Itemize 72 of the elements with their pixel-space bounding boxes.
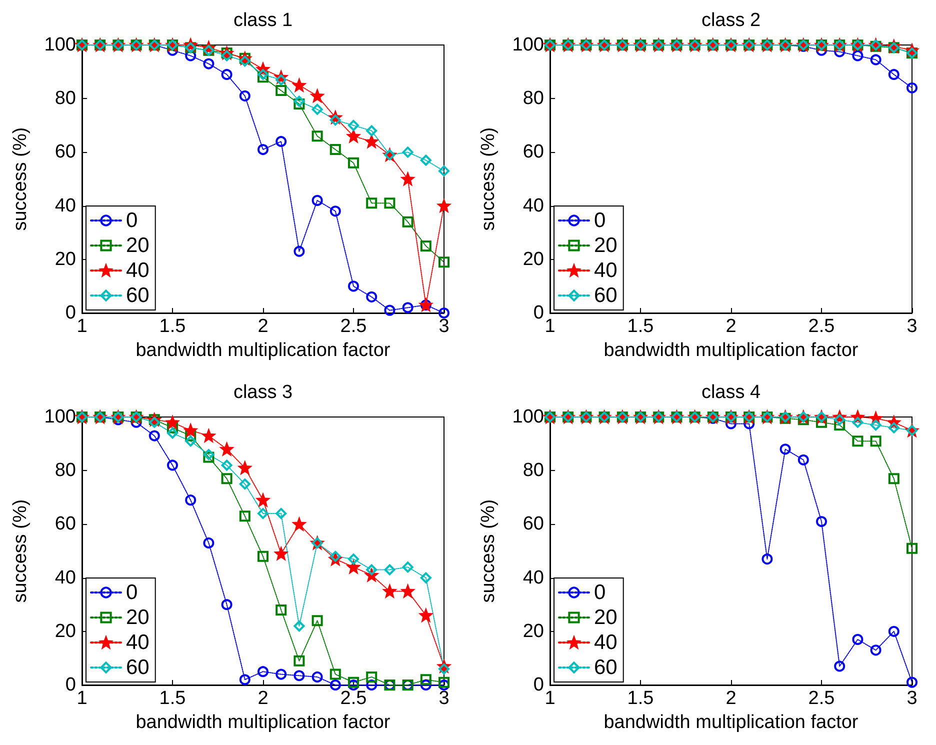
legend-label: 20 [126,606,150,629]
x-axis-title: bandwidth multiplication factor [604,340,859,361]
y-tick-label: 100 [44,34,76,56]
x-tick-label: 3 [438,688,450,709]
x-tick-label: 3 [906,316,918,337]
legend-label: 20 [594,234,618,257]
y-tick-label: 40 [522,567,544,588]
y-tick-label: 20 [522,620,544,642]
y-tick-label: 60 [54,514,76,535]
legend-label: 40 [126,259,150,282]
y-tick-label: 20 [54,248,76,270]
x-axis-title: bandwidth multiplication factor [604,712,859,733]
legend-label: 60 [126,656,150,679]
legend-label: 40 [594,259,618,282]
chart-title: class 4 [701,382,761,403]
legend-label: 20 [126,234,150,257]
x-tick-label: 3 [906,688,918,709]
x-axis-title: bandwidth multiplication factor [136,340,391,361]
y-tick-label: 80 [54,460,76,482]
x-tick-label: 2 [258,316,268,337]
legend-label: 0 [594,581,606,604]
legend-label: 60 [126,284,150,307]
y-axis-title: success (%) [10,127,31,231]
x-tick-label: 1 [76,688,88,709]
y-tick-label: 100 [512,34,544,56]
y-axis-title: success (%) [478,127,499,231]
chart-title: class 2 [701,10,761,31]
x-tick-label: 1 [544,688,556,709]
chart-title: class 3 [233,382,293,403]
y-axis-title: success (%) [478,499,499,603]
y-tick-label: 100 [512,406,544,428]
x-tick-label: 2.5 [340,316,367,337]
x-tick-label: 2 [258,688,268,709]
y-tick-label: 40 [54,567,76,588]
x-tick-label: 1 [76,316,88,337]
y-tick-label: 0 [533,674,544,696]
y-tick-label: 20 [522,248,544,270]
legend-label: 20 [594,606,618,629]
x-tick-label: 1.5 [159,316,186,337]
y-tick-label: 0 [65,302,76,324]
y-tick-label: 0 [533,302,544,324]
x-tick-label: 2.5 [808,688,835,709]
legend-label: 60 [594,656,618,679]
y-tick-label: 40 [54,195,76,216]
y-tick-label: 60 [54,142,76,163]
x-tick-label: 2.5 [808,316,835,337]
x-tick-label: 1.5 [627,316,654,337]
x-tick-label: 2 [726,688,736,709]
legend-label: 40 [126,631,150,654]
y-tick-label: 60 [522,142,544,163]
y-tick-label: 0 [65,674,76,696]
chart-title: class 1 [233,10,293,31]
legend-label: 40 [594,631,618,654]
x-axis-title: bandwidth multiplication factor [136,712,391,733]
legend-label: 0 [126,209,138,232]
y-tick-label: 80 [54,88,76,110]
y-tick-label: 80 [522,460,544,482]
y-tick-label: 60 [522,514,544,535]
legend-label: 60 [594,284,618,307]
x-tick-label: 1 [544,316,556,337]
x-tick-label: 3 [438,316,450,337]
x-tick-label: 1.5 [159,688,186,709]
legend-label: 0 [594,209,606,232]
x-tick-label: 2 [726,316,736,337]
legend-label: 0 [126,581,138,604]
x-tick-label: 1.5 [627,688,654,709]
x-tick-label: 2.5 [340,688,367,709]
y-tick-label: 40 [522,195,544,216]
y-tick-label: 80 [522,88,544,110]
y-tick-label: 20 [54,620,76,642]
y-axis-title: success (%) [10,499,31,603]
y-tick-label: 100 [44,406,76,428]
